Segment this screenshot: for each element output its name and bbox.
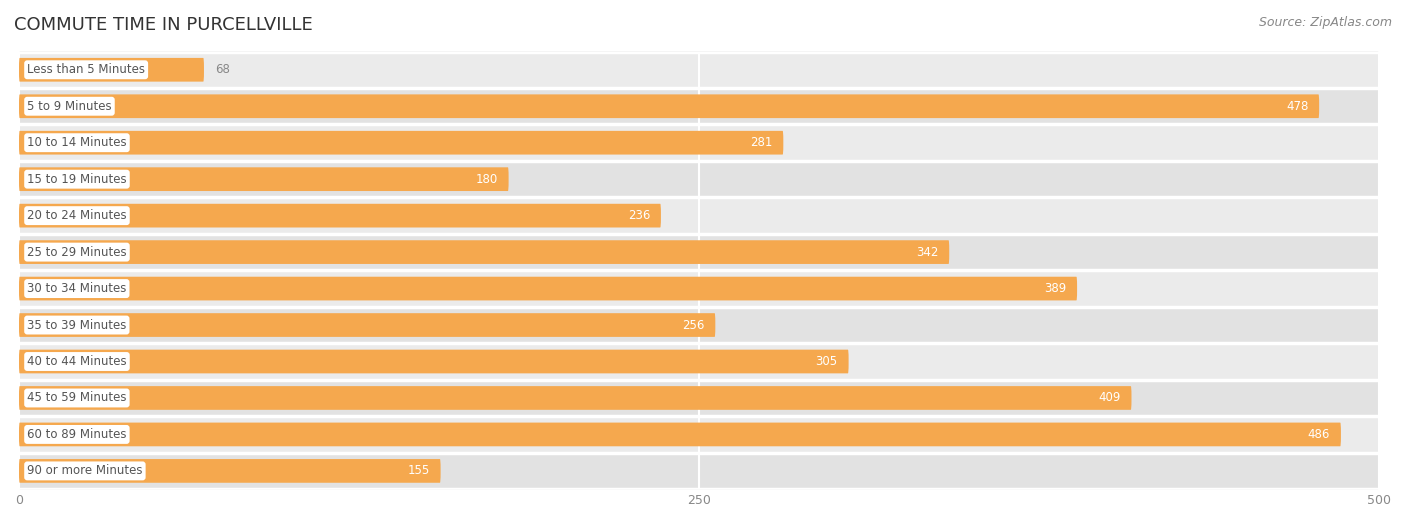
FancyBboxPatch shape <box>20 416 1379 453</box>
Text: 40 to 44 Minutes: 40 to 44 Minutes <box>27 355 127 368</box>
Text: 486: 486 <box>1308 428 1330 441</box>
FancyBboxPatch shape <box>20 94 1319 118</box>
Text: Source: ZipAtlas.com: Source: ZipAtlas.com <box>1258 16 1392 29</box>
FancyBboxPatch shape <box>20 313 716 337</box>
FancyBboxPatch shape <box>20 459 440 483</box>
Text: 68: 68 <box>215 63 229 76</box>
Text: 5 to 9 Minutes: 5 to 9 Minutes <box>27 100 112 113</box>
Text: 60 to 89 Minutes: 60 to 89 Minutes <box>27 428 127 441</box>
FancyBboxPatch shape <box>20 131 783 155</box>
Text: 25 to 29 Minutes: 25 to 29 Minutes <box>27 246 127 258</box>
Text: 409: 409 <box>1098 392 1121 405</box>
Text: 180: 180 <box>475 173 498 186</box>
Text: Less than 5 Minutes: Less than 5 Minutes <box>27 63 145 76</box>
Text: 281: 281 <box>749 136 772 149</box>
FancyBboxPatch shape <box>20 379 1379 416</box>
FancyBboxPatch shape <box>20 197 1379 234</box>
FancyBboxPatch shape <box>20 88 1379 124</box>
Text: 90 or more Minutes: 90 or more Minutes <box>27 465 142 478</box>
Text: 35 to 39 Minutes: 35 to 39 Minutes <box>27 318 127 331</box>
FancyBboxPatch shape <box>20 234 1379 270</box>
Text: 45 to 59 Minutes: 45 to 59 Minutes <box>27 392 127 405</box>
FancyBboxPatch shape <box>20 52 1379 88</box>
FancyBboxPatch shape <box>20 386 1132 410</box>
FancyBboxPatch shape <box>20 423 1341 446</box>
FancyBboxPatch shape <box>20 307 1379 343</box>
Text: 389: 389 <box>1043 282 1066 295</box>
FancyBboxPatch shape <box>20 240 949 264</box>
Text: 15 to 19 Minutes: 15 to 19 Minutes <box>27 173 127 186</box>
Text: COMMUTE TIME IN PURCELLVILLE: COMMUTE TIME IN PURCELLVILLE <box>14 16 312 33</box>
FancyBboxPatch shape <box>20 350 849 373</box>
FancyBboxPatch shape <box>20 343 1379 379</box>
Text: 256: 256 <box>682 318 704 331</box>
Text: 10 to 14 Minutes: 10 to 14 Minutes <box>27 136 127 149</box>
Text: 342: 342 <box>915 246 938 258</box>
FancyBboxPatch shape <box>20 161 1379 197</box>
FancyBboxPatch shape <box>20 453 1379 489</box>
FancyBboxPatch shape <box>20 58 204 81</box>
Text: 30 to 34 Minutes: 30 to 34 Minutes <box>27 282 127 295</box>
FancyBboxPatch shape <box>20 204 661 228</box>
Text: 478: 478 <box>1286 100 1308 113</box>
Text: 305: 305 <box>815 355 838 368</box>
FancyBboxPatch shape <box>20 270 1379 307</box>
Text: 20 to 24 Minutes: 20 to 24 Minutes <box>27 209 127 222</box>
Text: 236: 236 <box>627 209 650 222</box>
Text: 155: 155 <box>408 465 430 478</box>
FancyBboxPatch shape <box>20 168 509 191</box>
FancyBboxPatch shape <box>20 277 1077 301</box>
FancyBboxPatch shape <box>20 124 1379 161</box>
